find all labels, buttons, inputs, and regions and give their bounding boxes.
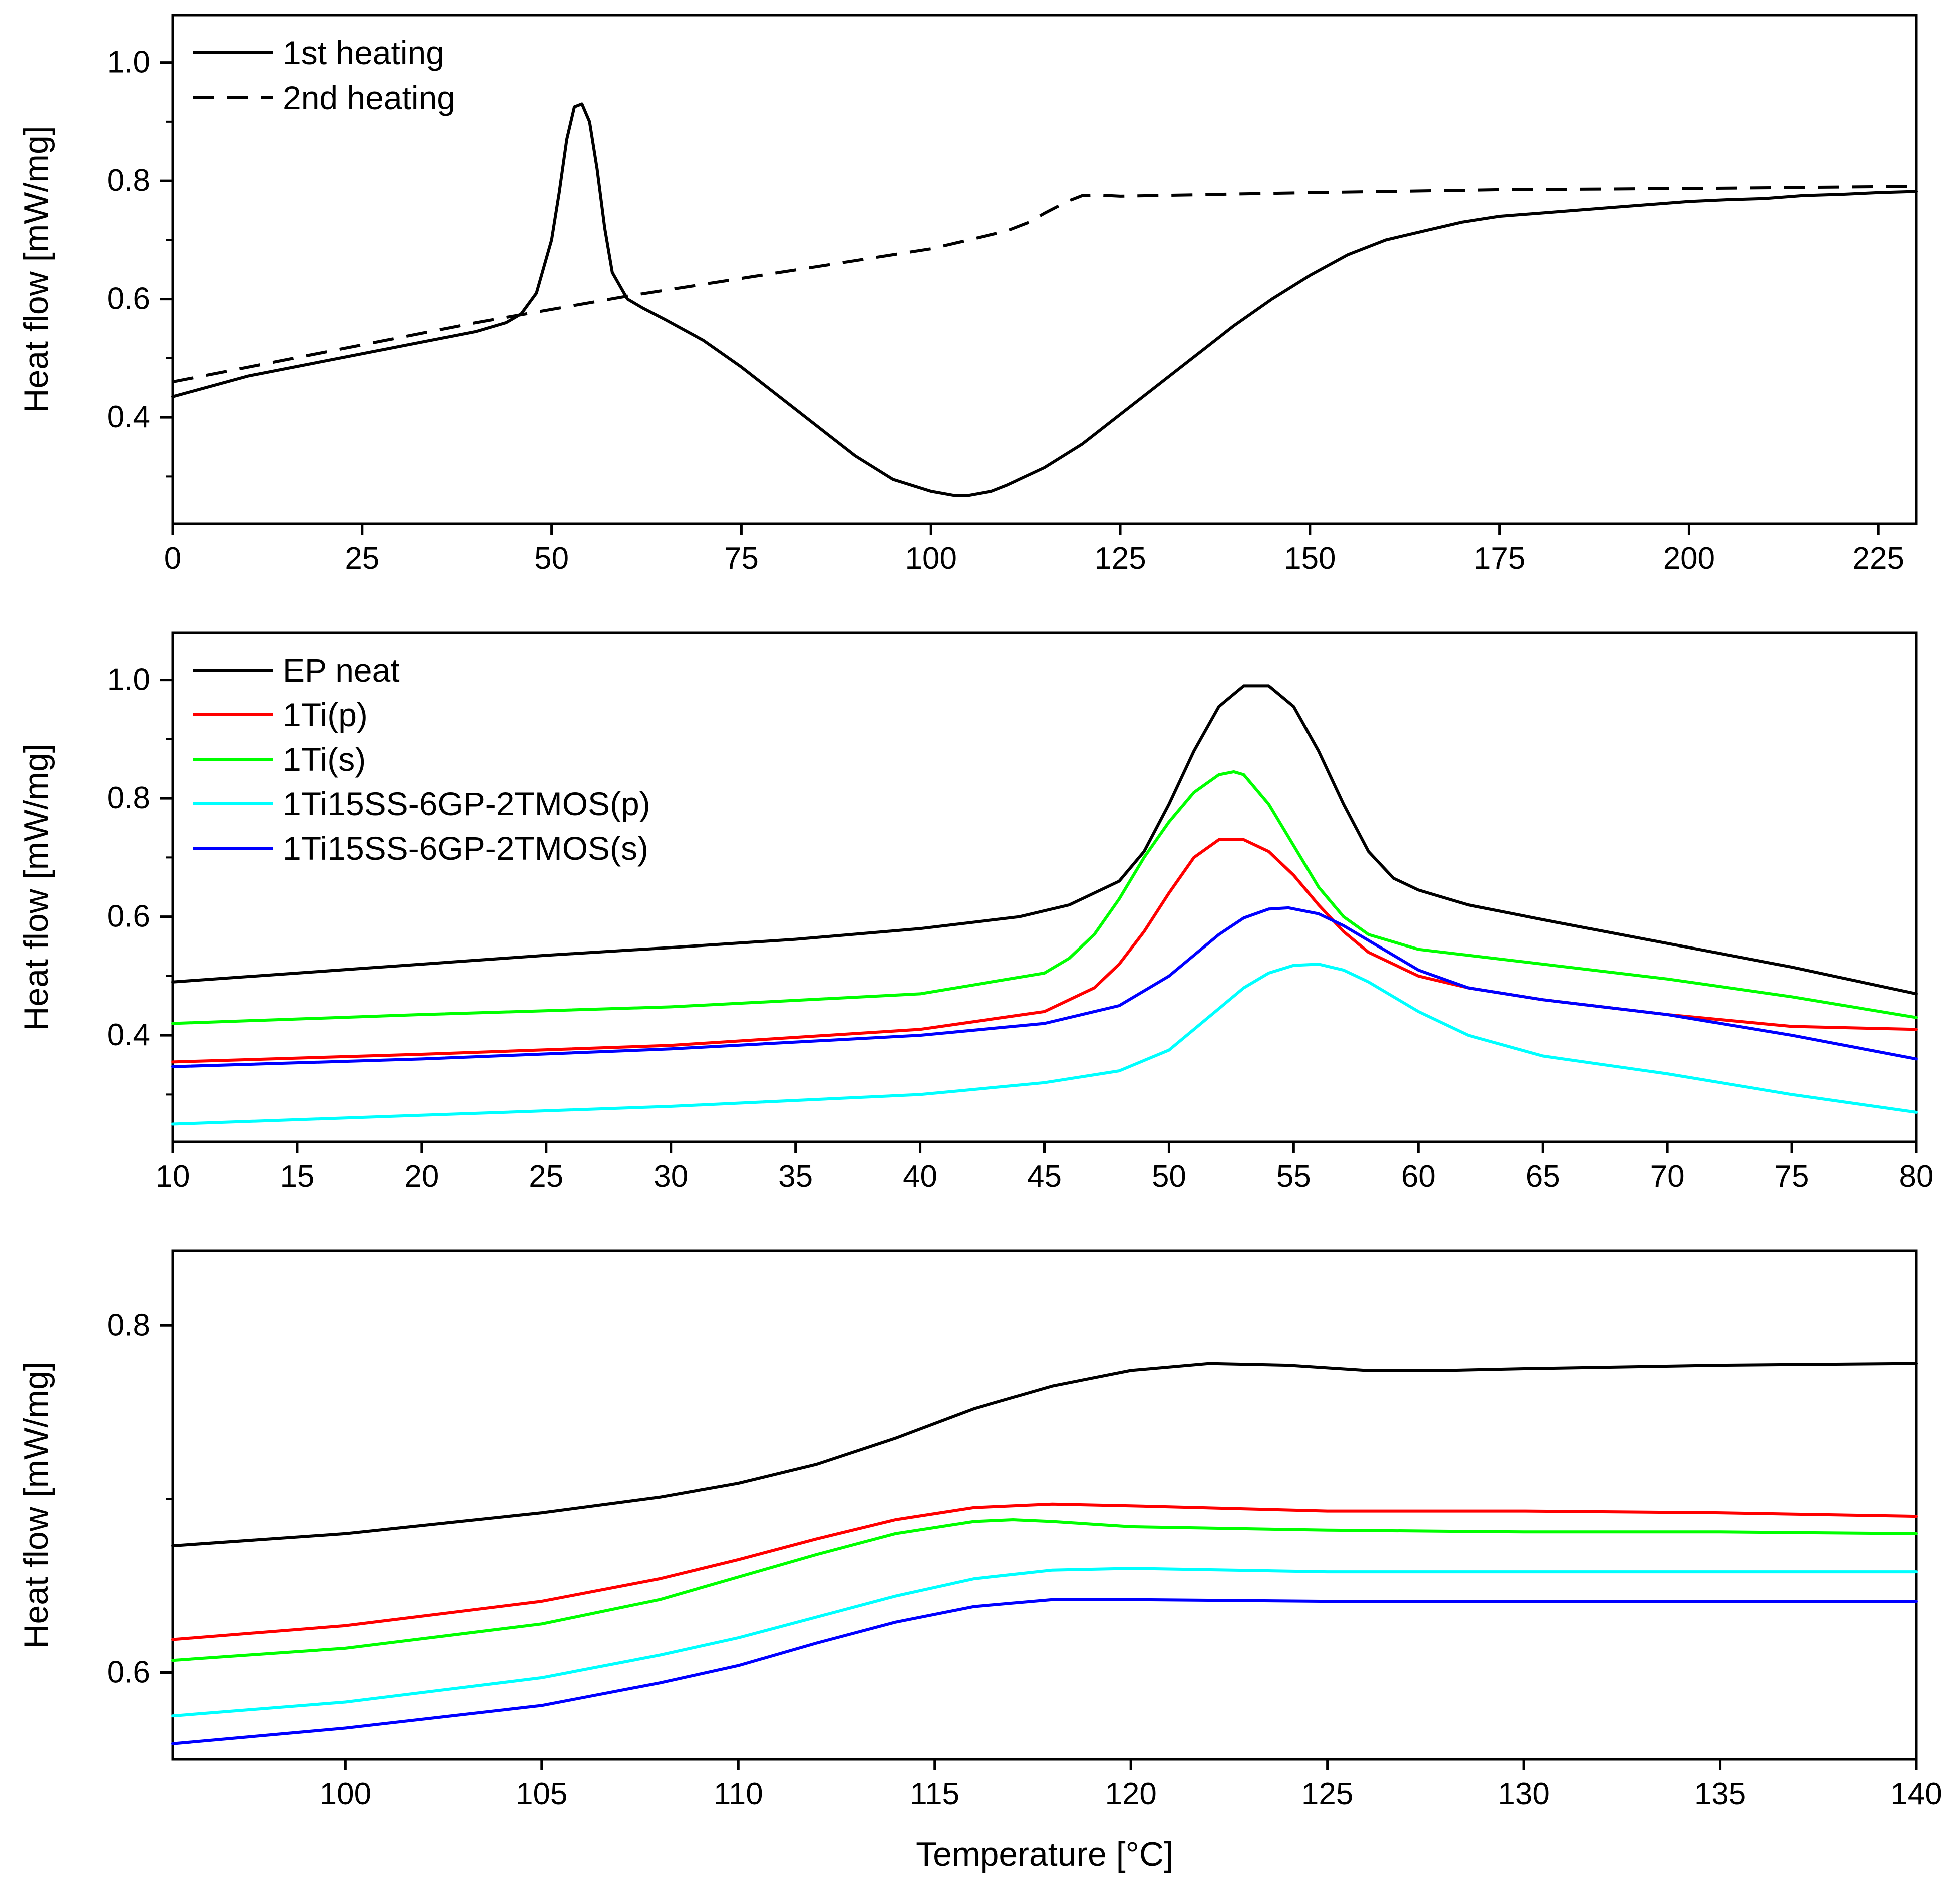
- panel-bottom: 100 105 110 115 120 125 130 135 140 0.6 0.8 Heat f…: [17, 1249, 1942, 1873]
- x-axis-title: Temperature [°C]: [916, 1835, 1173, 1873]
- series-layer: [171, 102, 1918, 497]
- y-tick-label: 0.8: [107, 163, 150, 198]
- series-layer: [171, 684, 1918, 1126]
- plot-frame: [171, 1249, 1918, 1761]
- legend-label-1ti15ss-p: 1Ti15SS-6GP-2TMOS(p): [283, 785, 650, 822]
- x-tick-label: 40: [903, 1159, 937, 1194]
- y-axis-title: Heat flow [mW/mg]: [17, 126, 55, 413]
- x-tick-label: 100: [320, 1777, 371, 1811]
- x-tick-label: 50: [534, 541, 569, 576]
- legend-label-1st-heating: 1st heating: [283, 34, 444, 71]
- panel-middle: 10 15 20 25 30 35 40 45 50 55 60 65 70 75 80 0.4 0.6 0.8 1…: [17, 631, 1934, 1194]
- x-tick-label: 110: [714, 1777, 763, 1811]
- x-tick-label: 125: [1301, 1777, 1353, 1811]
- x-tick-label: 50: [1152, 1159, 1186, 1194]
- x-tick-label: 200: [1663, 541, 1715, 576]
- x-tick-label: 140: [1890, 1777, 1942, 1811]
- x-tick-label: 45: [1027, 1159, 1062, 1194]
- x-tick-label: 60: [1401, 1159, 1436, 1194]
- y-tick-label: 0.4: [107, 1018, 150, 1052]
- y-axis-title: Heat flow [mW/mg]: [17, 1361, 55, 1648]
- x-tick-label: 0: [164, 541, 181, 576]
- x-tick-label: 115: [910, 1777, 959, 1811]
- legend-label-2nd-heating: 2nd heating: [283, 79, 455, 116]
- x-tick-label: 35: [778, 1159, 813, 1194]
- series-line-1st-heating: [171, 102, 1918, 497]
- legend-label-1ti15ss-s: 1Ti15SS-6GP-2TMOS(s): [283, 830, 648, 867]
- panel-top: 0 25 50 75 100 125 150 175 200 225 0.4 0.6 0.8 1.0 1s…: [17, 14, 1918, 576]
- plot-frame: [171, 14, 1918, 525]
- y-tick-label: 1.0: [107, 663, 150, 697]
- axis-ticks: 10 15 20 25 30 35 40 45 50 55 60 65 70 75 80 0.4 0.6 0.8 1…: [107, 663, 1934, 1194]
- x-tick-label: 135: [1694, 1777, 1746, 1811]
- x-tick-label: 225: [1853, 541, 1904, 576]
- x-tick-label: 150: [1284, 541, 1336, 576]
- y-tick-label: 1.0: [107, 45, 150, 80]
- x-tick-label: 175: [1474, 541, 1525, 576]
- x-tick-label: 65: [1526, 1159, 1560, 1194]
- series-line-1ti15ss-6gp-2tmos-p: [171, 1567, 1918, 1718]
- series-line-ep-neat: [171, 684, 1918, 996]
- x-tick-label: 15: [280, 1159, 314, 1194]
- x-tick-label: 70: [1650, 1159, 1685, 1194]
- x-tick-label: 55: [1276, 1159, 1311, 1194]
- x-tick-label: 20: [404, 1159, 439, 1194]
- y-tick-label: 0.4: [107, 400, 150, 434]
- x-tick-label: 105: [516, 1777, 567, 1811]
- axis-ticks: 100 105 110 115 120 125 130 135 140 0.6 0.8: [107, 1308, 1942, 1811]
- x-tick-label: 125: [1094, 541, 1146, 576]
- legend-label-ep-neat: EP neat: [283, 652, 400, 689]
- x-tick-label: 75: [1775, 1159, 1809, 1194]
- series-line-1ti-p: [171, 1502, 1918, 1641]
- legend: EP neat 1Ti(p) 1Ti(s) 1Ti15SS-6GP-2TMOS(…: [193, 652, 650, 867]
- x-tick-label: 25: [529, 1159, 563, 1194]
- series-layer: [171, 1362, 1918, 1745]
- series-line-1ti15ss-6gp-2tmos-p: [171, 963, 1918, 1126]
- series-line-1ti15ss-6gp-2tmos-s: [171, 906, 1918, 1068]
- y-tick-label: 0.6: [107, 899, 150, 934]
- y-axis-title: Heat flow [mW/mg]: [17, 743, 55, 1031]
- axis-ticks: 0 25 50 75 100 125 150 175 200 225 0.4 0.6 0.8 1.0: [107, 45, 1904, 576]
- x-tick-label: 130: [1498, 1777, 1549, 1811]
- y-tick-label: 0.6: [107, 282, 150, 316]
- x-tick-label: 120: [1105, 1777, 1156, 1811]
- x-tick-label: 100: [905, 541, 956, 576]
- legend-label-1ti-p: 1Ti(p): [283, 696, 368, 733]
- series-line-1ti-s: [171, 770, 1918, 1025]
- series-line-1ti15ss-6gp-2tmos-s: [171, 1598, 1918, 1745]
- y-tick-label: 0.8: [107, 781, 150, 815]
- y-tick-label: 0.8: [107, 1308, 150, 1342]
- series-line-1ti-s: [171, 1518, 1918, 1662]
- series-line-2nd-heating: [172, 185, 1916, 384]
- legend: 1st heating 2nd heating: [193, 34, 455, 116]
- x-tick-label: 10: [156, 1159, 190, 1194]
- series-line-ep-neat: [171, 1362, 1918, 1548]
- x-tick-label: 30: [654, 1159, 688, 1194]
- x-tick-label: 25: [345, 541, 379, 576]
- legend-label-1ti-s: 1Ti(s): [283, 741, 366, 778]
- x-tick-label: 80: [1899, 1159, 1934, 1194]
- x-tick-label: 75: [724, 541, 759, 576]
- y-tick-label: 0.6: [107, 1655, 150, 1689]
